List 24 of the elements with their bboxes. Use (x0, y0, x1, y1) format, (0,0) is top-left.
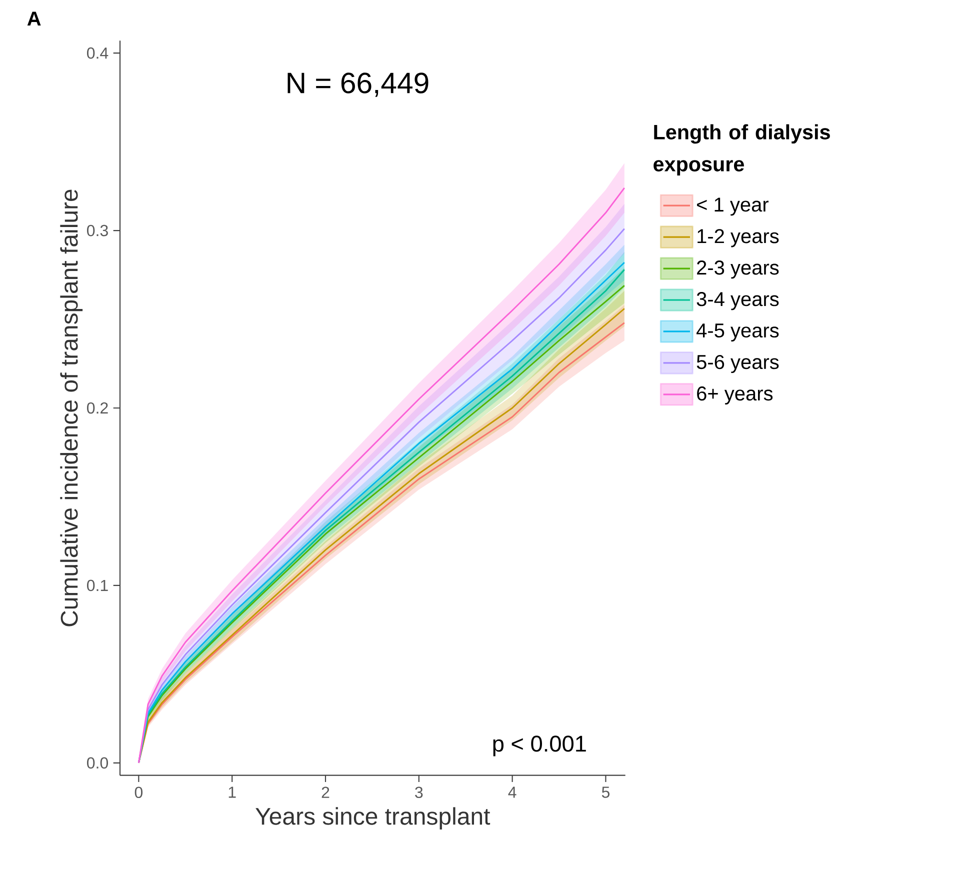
annotation: N = 66,449 (288, 72, 428, 97)
x-axis-title: Years since transplant (256, 807, 490, 830)
y-axis-title: Cumulative incidence of transplant failure (60, 190, 83, 626)
y-tick-label: 0.3 (87, 224, 108, 236)
legend-label: < 1 year (697, 198, 769, 216)
x-tick-label: 5 (602, 786, 610, 798)
y-tick-label: 0.2 (87, 402, 108, 414)
x-tick-label: 3 (415, 786, 423, 798)
legend-label: 4-5 years (696, 324, 779, 342)
x-tick-label: 4 (508, 786, 516, 798)
x-tick-label: 0 (134, 786, 143, 798)
text: A (27, 12, 41, 26)
legend-label: 3-4 years (696, 292, 779, 310)
y-tick-label: 0.0 (87, 757, 108, 769)
legend-label: 1-2 years (698, 229, 779, 248)
y-tick-label: 0.1 (87, 580, 108, 592)
legend-title: Length of dialysis exposure (654, 124, 830, 176)
legend-label: 2-3 years (697, 260, 779, 279)
x-tick-label: 2 (322, 786, 330, 798)
annotation: p < 0.001 (493, 736, 586, 756)
y-tick-label: 0.4 (87, 47, 108, 59)
x-tick-label: 1 (228, 786, 236, 798)
legend-label: 5-6 years (696, 354, 779, 374)
legend-label: 6+ years (697, 386, 773, 405)
